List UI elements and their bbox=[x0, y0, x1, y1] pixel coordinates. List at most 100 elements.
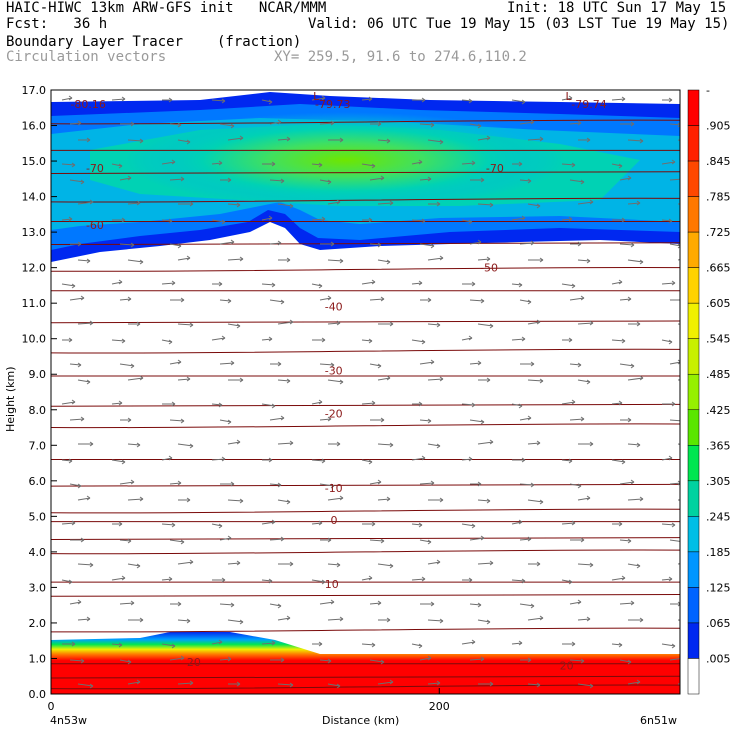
vector-arrow bbox=[511, 217, 526, 221]
vector-arrowhead bbox=[321, 95, 326, 101]
vector-arrowhead bbox=[530, 240, 535, 246]
vector-arrow bbox=[77, 683, 94, 687]
vector-arrow bbox=[627, 498, 644, 501]
vector-arrow bbox=[327, 259, 344, 262]
vector-arrowhead bbox=[568, 216, 573, 222]
vector-arrowhead bbox=[568, 458, 573, 464]
vector-arrow bbox=[377, 443, 394, 446]
vector-arrow bbox=[519, 603, 535, 607]
vector-arrow bbox=[611, 577, 626, 581]
vector-arrow bbox=[361, 163, 376, 167]
y-tick-label: 17.0 bbox=[22, 84, 47, 97]
vector-arrowhead bbox=[539, 615, 544, 621]
vector-arrowhead bbox=[436, 201, 441, 207]
vector-arrow bbox=[311, 401, 323, 405]
contour-label: -79.73 bbox=[315, 98, 350, 111]
vector-arrow bbox=[211, 641, 223, 645]
vector-arrowhead bbox=[618, 642, 623, 648]
vector-arrow bbox=[411, 282, 423, 285]
vector-arrowhead bbox=[77, 241, 82, 247]
contour-label: 20 bbox=[187, 656, 201, 669]
vector-arrow bbox=[319, 363, 335, 366]
cross-section-endpoints: XY= 259.5, 91.6 to 274.6,110.2 bbox=[274, 49, 527, 65]
vector-arrowhead bbox=[336, 320, 341, 326]
vector-arrow bbox=[169, 123, 182, 126]
vector-arrow bbox=[369, 481, 382, 485]
vector-arrowhead bbox=[68, 337, 73, 343]
vector-arrow bbox=[277, 683, 294, 686]
vector-arrow bbox=[227, 441, 241, 445]
vector-arrow bbox=[477, 323, 494, 327]
vector-arrowhead bbox=[421, 218, 426, 224]
vector-arrow bbox=[527, 321, 541, 325]
vector-arrow bbox=[611, 643, 623, 646]
vector-arrow bbox=[577, 497, 591, 501]
vector-arrowhead bbox=[130, 121, 135, 127]
vector-arrowhead bbox=[271, 640, 276, 646]
vector-arrow bbox=[661, 161, 676, 165]
vector-arrowhead bbox=[180, 297, 185, 303]
vector-arrowhead bbox=[227, 535, 232, 541]
vector-arrow bbox=[377, 498, 391, 501]
vector-arrowhead bbox=[218, 402, 223, 408]
vector-arrowhead bbox=[336, 562, 341, 568]
vector-arrow bbox=[661, 282, 676, 285]
y-tick-label: 10.0 bbox=[22, 333, 47, 346]
vector-arrowhead bbox=[180, 418, 185, 424]
vector-arrow bbox=[169, 419, 185, 422]
vector-arrowhead bbox=[477, 360, 482, 366]
vector-arrow bbox=[611, 339, 626, 342]
vector-arrow bbox=[277, 499, 291, 503]
vector-arrow bbox=[261, 403, 276, 407]
vector-arrowhead bbox=[521, 457, 526, 463]
vector-arrowhead bbox=[636, 200, 641, 206]
vector-arrow bbox=[69, 179, 85, 183]
vector-arrow bbox=[361, 577, 373, 581]
vector-arrowhead bbox=[489, 202, 494, 208]
vector-arrowhead bbox=[571, 520, 576, 526]
vector-arrowhead bbox=[268, 215, 273, 221]
vector-arrowhead bbox=[639, 617, 644, 623]
vector-arrow bbox=[77, 201, 94, 205]
vector-arrow bbox=[111, 98, 126, 101]
vector-arrow bbox=[261, 642, 276, 645]
vector-arrow bbox=[577, 563, 594, 566]
vector-arrowhead bbox=[577, 483, 582, 489]
vector-arrowhead bbox=[86, 495, 91, 501]
vector-arrow bbox=[269, 299, 285, 303]
vector-arrowhead bbox=[571, 162, 576, 168]
vector-arrowhead bbox=[636, 442, 641, 448]
colorbar-label: .305 bbox=[706, 475, 731, 488]
vector-arrowhead bbox=[630, 363, 635, 369]
vector-arrow bbox=[377, 259, 391, 263]
vector-arrow bbox=[519, 179, 532, 182]
contour-line bbox=[51, 549, 680, 555]
vector-arrow bbox=[511, 642, 523, 645]
vector-arrowhead bbox=[89, 199, 94, 205]
vector-arrowhead bbox=[139, 138, 144, 144]
colorbar-label: .185 bbox=[706, 546, 731, 559]
contour-label: 20 bbox=[560, 660, 574, 673]
vector-arrowhead bbox=[386, 138, 391, 144]
vector-arrowhead bbox=[230, 360, 235, 366]
vector-arrow bbox=[269, 121, 282, 125]
contour-line bbox=[51, 171, 680, 175]
vector-arrow bbox=[669, 539, 680, 542]
contour-line bbox=[51, 684, 680, 690]
vector-arrowhead bbox=[227, 177, 232, 183]
vector-arrow bbox=[69, 659, 85, 662]
vector-arrowhead bbox=[321, 337, 326, 343]
contour-label: 0 bbox=[331, 514, 338, 527]
vector-arrowhead bbox=[480, 535, 485, 541]
colorbar-label: .065 bbox=[706, 617, 731, 630]
vector-arrow bbox=[619, 177, 632, 181]
vector-arrow bbox=[77, 618, 91, 621]
vector-arrowhead bbox=[289, 440, 294, 446]
vector-arrow bbox=[369, 298, 385, 301]
vector-arrowhead bbox=[280, 536, 285, 542]
vector-arrow bbox=[319, 179, 332, 183]
colorbar-swatch bbox=[687, 480, 700, 517]
x-end-label: 6n51w bbox=[640, 714, 677, 727]
vector-arrowhead bbox=[430, 359, 435, 365]
vector-arrowhead bbox=[218, 523, 223, 529]
